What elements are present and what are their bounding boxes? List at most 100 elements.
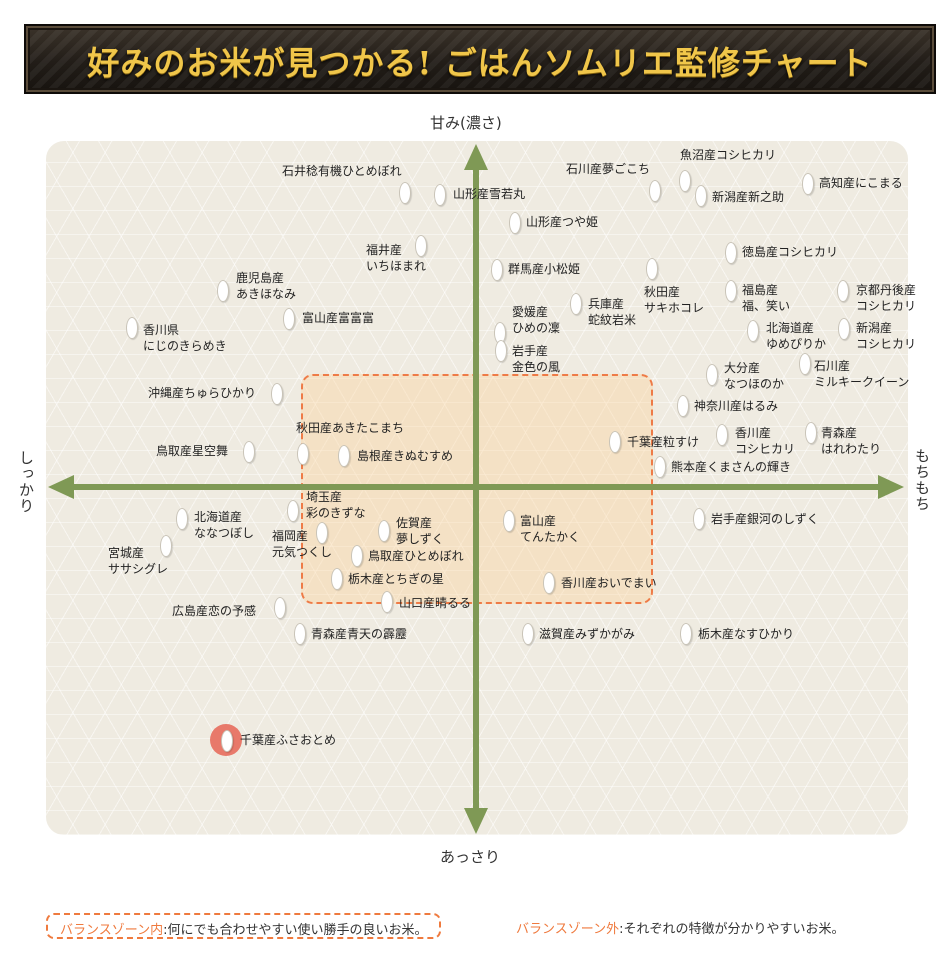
rice-grain-icon — [725, 242, 737, 264]
rice-label: 秋田産 サキホコレ — [644, 285, 705, 315]
rice-label: 鳥取産ひとめぼれ — [368, 549, 464, 563]
rice-label: 埼玉産 彩のきずな — [306, 490, 366, 520]
rice-label: 島根産きぬむすめ — [357, 449, 454, 463]
rice-label: 神奈川産はるみ — [694, 399, 779, 413]
rice-label: 香川産 コシヒカリ — [735, 426, 796, 456]
rice-label: 山形産つや姫 — [526, 215, 599, 229]
axis-label-left: しっかり — [17, 450, 35, 514]
arrow-down — [464, 808, 488, 834]
rice-grain-icon — [221, 730, 233, 752]
rice-label: 高知産にこまる — [819, 176, 903, 190]
legend-outside-label: バランスゾーン外 — [516, 922, 620, 937]
rice-grain-icon — [503, 510, 515, 532]
rice-grain-icon — [654, 456, 666, 478]
rice-grain-icon — [274, 597, 286, 619]
rice-grain-icon — [287, 500, 299, 522]
rice-label: 北海道産 ゆめぴりか — [766, 321, 827, 351]
rice-grain-icon — [677, 395, 689, 417]
rice-grain-icon — [646, 258, 658, 280]
rice-label: 福井産 いちほまれ — [366, 243, 427, 273]
rice-grain-icon — [331, 568, 343, 590]
arrow-right — [878, 475, 904, 499]
axis-label-bottom: あっさり — [440, 848, 501, 866]
rice-grain-icon — [695, 185, 707, 207]
rice-grain-icon — [522, 623, 534, 645]
rice-grain-icon — [838, 318, 850, 340]
rice-grain-icon — [243, 441, 255, 463]
rice-label: 秋田産あきたこまち — [296, 421, 405, 435]
rice-label: 新潟産新之助 — [712, 190, 785, 204]
rice-grain-icon — [693, 508, 705, 530]
rice-grain-icon — [609, 431, 621, 453]
rice-grain-icon — [434, 184, 446, 206]
rice-grain-icon — [415, 235, 427, 257]
rice-label: 石井稔有機ひとめぼれ — [282, 164, 402, 178]
rice-label: 栃木産とちぎの星 — [348, 572, 445, 586]
rice-label: 香川産おいでまい — [561, 576, 657, 590]
page-title: 好みのお米が見つかる! ごはんソムリエ監修チャート — [87, 44, 873, 82]
rice-label: 佐賀産 夢しずく — [396, 516, 444, 546]
rice-label: 岩手産 金色の風 — [512, 344, 561, 374]
rice-label: 石川産 ミルキークイーン — [814, 359, 910, 389]
rice-grain-icon — [679, 170, 691, 192]
rice-label: 新潟産 コシヒカリ — [856, 321, 917, 351]
rice-label: 魚沼産コシヒカリ — [680, 148, 777, 162]
rice-label: 石川産夢ごこち — [566, 162, 651, 176]
rice-label: 鹿児島産 あきほなみ — [236, 271, 297, 301]
rice-grain-icon — [799, 353, 811, 375]
rice-grain-icon — [399, 182, 411, 204]
rice-label: 広島産恋の予感 — [172, 604, 257, 618]
rice-grain-icon — [680, 623, 692, 645]
rice-label: 愛媛産 ひめの凜 — [512, 305, 561, 335]
legend-inside: バランスゾーン内:何にでも合わせやすい使い勝手の良いお米。 — [46, 913, 442, 939]
rice-grain-icon — [837, 280, 849, 302]
legend-outside-text: :それぞれの特徴が分かりやすいお米。 — [619, 922, 845, 937]
rice-label: 福岡産 元気つくし — [272, 529, 333, 559]
axis-label-right: もちもち — [913, 448, 931, 512]
rice-label: 熊本産くまさんの輝き — [671, 460, 792, 474]
rice-grain-icon — [495, 340, 507, 362]
rice-label: 青森産青天の霹靂 — [311, 627, 408, 641]
rice-grain-icon — [805, 422, 817, 444]
rice-label: 滋賀産みずかがみ — [539, 627, 636, 641]
legend-inside-label: バランスゾーン内 — [60, 923, 164, 938]
rice-grain-icon — [570, 293, 582, 315]
legend-outside: バランスゾーン外:それぞれの特徴が分かりやすいお米。 — [516, 918, 844, 937]
rice-label: 北海道産 ななつぼし — [194, 510, 255, 540]
rice-grain-icon — [716, 424, 728, 446]
title-banner: 好みのお米が見つかる! ごはんソムリエ監修チャート — [24, 24, 936, 94]
rice-grain-icon — [491, 259, 503, 281]
rice-grain-icon — [649, 180, 661, 202]
rice-label: 福島産 福、笑い — [742, 283, 791, 313]
rice-label: 千葉産ふさおとめ — [240, 733, 337, 747]
arrow-left — [48, 475, 74, 499]
rice-label: 宮城産 ササシグレ — [108, 546, 169, 576]
rice-label: 徳島産コシヒカリ — [742, 245, 839, 259]
legend-inside-text: :何にでも合わせやすい使い勝手の良いお米。 — [163, 923, 428, 938]
rice-label: 富山産富富富 — [302, 311, 375, 325]
arrow-up — [464, 144, 488, 170]
rice-label: 兵庫産 蛇紋岩米 — [588, 297, 637, 327]
rice-label: 香川県 にじのきらめき — [143, 323, 227, 353]
rice-label: 栃木産なすひかり — [698, 627, 795, 641]
rice-label: 青森産 はれわたり — [821, 426, 882, 456]
rice-grain-icon — [294, 623, 306, 645]
rice-grain-icon — [351, 545, 363, 567]
rice-grain-icon — [378, 520, 390, 542]
rice-label: 岩手産銀河のしずく — [711, 512, 819, 526]
rice-label: 千葉産粒すけ — [627, 435, 700, 449]
rice-label: 鳥取産星空舞 — [156, 444, 229, 458]
rice-grain-icon — [271, 383, 283, 405]
rice-label: 京都丹後産 コシヒカリ — [856, 283, 917, 313]
rice-label: 山口産晴るる — [399, 596, 472, 610]
rice-grain-icon — [338, 445, 350, 467]
rice-grain-icon — [509, 212, 521, 234]
rice-grain-icon — [802, 173, 814, 195]
rice-grain-icon — [126, 317, 138, 339]
rice-label: 大分産 なつほのか — [724, 361, 785, 391]
rice-grain-icon — [297, 443, 309, 465]
rice-grain-icon — [160, 535, 172, 557]
rice-grain-icon — [747, 320, 759, 342]
rice-label: 沖縄産ちゅらひかり — [148, 386, 257, 400]
